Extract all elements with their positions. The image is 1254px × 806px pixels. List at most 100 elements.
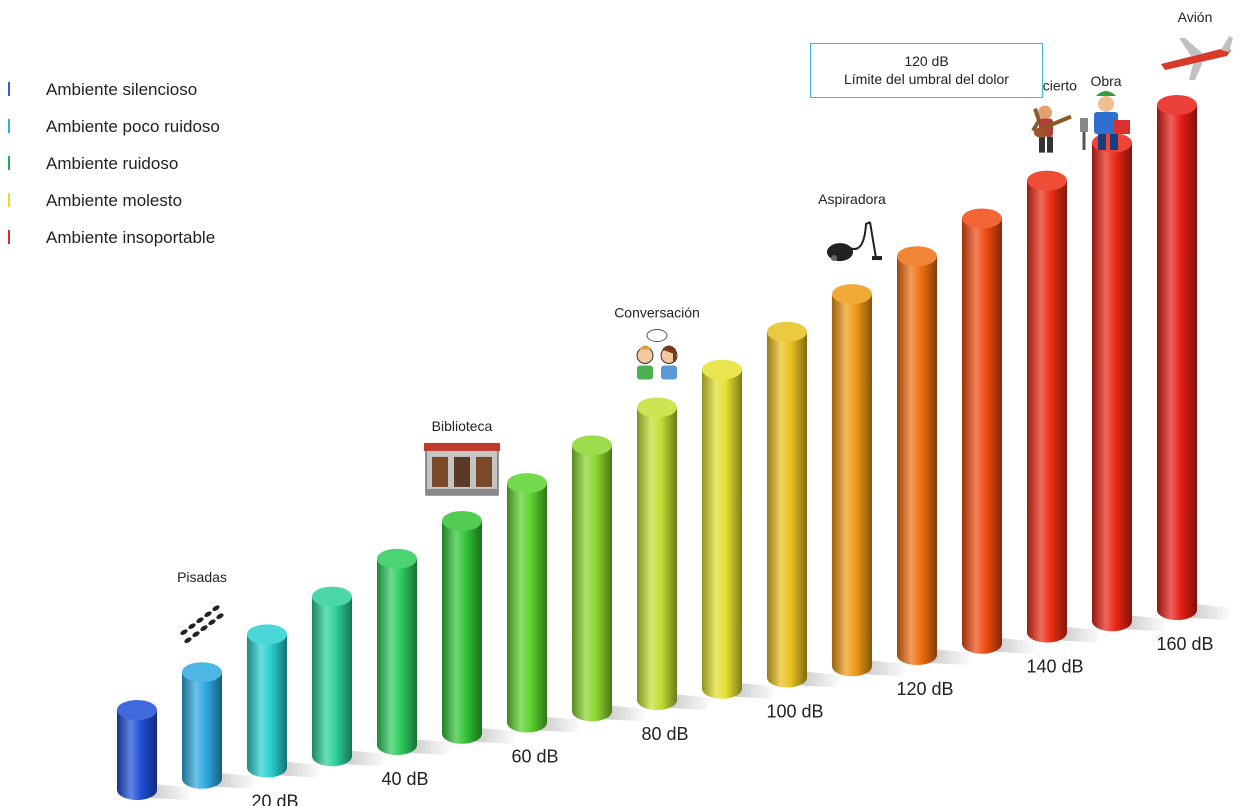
legend-label: Ambiente poco ruidoso — [46, 117, 220, 136]
bar — [832, 284, 873, 677]
annotation-label: Conversación — [614, 305, 700, 321]
bar-shadow — [866, 660, 908, 677]
legend-swatch — [8, 82, 10, 96]
bar-shadow — [1061, 626, 1103, 643]
legend-label: Ambiente silencioso — [46, 80, 198, 99]
bar-body — [637, 407, 677, 710]
bar — [442, 510, 482, 744]
bar-shadow — [151, 784, 193, 800]
bar-body — [962, 218, 1003, 654]
bar-body — [897, 256, 937, 665]
tick-label: 40 dB — [381, 769, 428, 789]
bars — [117, 95, 1197, 800]
bar-cap — [832, 284, 872, 305]
bar-body — [1157, 105, 1197, 620]
bar — [182, 662, 222, 789]
annotation-label: Biblioteca — [432, 418, 493, 434]
tick-label: 120 dB — [896, 679, 953, 699]
bar-cap — [247, 624, 287, 645]
conversation-icon — [636, 329, 678, 380]
bar-cap — [572, 435, 612, 456]
legend-label: Ambiente insoportable — [46, 228, 216, 247]
annotation: Pisadas — [177, 569, 227, 643]
bar — [767, 321, 807, 688]
bar-body — [507, 483, 547, 733]
tick-label: 140 dB — [1026, 657, 1083, 677]
callout-text: Límite del umbral del dolor — [844, 71, 1009, 87]
annotation: Obra — [1080, 73, 1130, 150]
annotation: Aspiradora — [818, 191, 886, 262]
bar-cap — [637, 397, 677, 418]
bar — [702, 359, 742, 699]
bar — [247, 624, 287, 778]
bar-shadow — [931, 649, 973, 665]
bar-cap — [442, 510, 482, 531]
bar-shadow — [411, 739, 453, 755]
bar-body — [377, 558, 417, 755]
bar-body — [1092, 142, 1132, 632]
bar — [637, 397, 677, 710]
bar-shadow — [541, 716, 583, 733]
bar-shadow — [671, 694, 713, 710]
tick-label: 100 dB — [766, 702, 823, 722]
tick-label: 60 dB — [511, 747, 558, 767]
annotation: Avión — [1161, 9, 1233, 80]
annotation-label: Avión — [1178, 9, 1213, 25]
bar-body — [182, 672, 222, 789]
annotation: Biblioteca — [424, 418, 500, 496]
bar — [572, 435, 612, 722]
bar-shadow — [736, 682, 778, 699]
bar-body — [247, 634, 287, 778]
bar — [377, 548, 417, 755]
bar-cap — [1157, 95, 1197, 115]
bar-cap — [702, 359, 742, 380]
bar-shadow — [1126, 615, 1168, 632]
bar-shadow — [801, 671, 843, 688]
footprints-icon — [180, 605, 224, 643]
bar — [962, 208, 1003, 654]
bar — [507, 473, 547, 733]
pain-threshold-callout: 120 dB Límite del umbral del dolor — [810, 43, 1043, 98]
bar-body — [312, 596, 352, 767]
annotations: PisadasBibliotecaConversaciónAspiradoraC… — [177, 9, 1233, 643]
bar-shadow — [216, 772, 258, 789]
legend-swatch — [8, 230, 10, 244]
tick-label: 160 dB — [1156, 634, 1213, 654]
tick-label: 80 dB — [641, 724, 688, 744]
bar — [1092, 132, 1132, 632]
bar-shadow — [281, 761, 323, 778]
bar-cap — [377, 548, 417, 569]
bar — [117, 700, 157, 800]
vacuum-cleaner-icon — [827, 221, 882, 262]
bar-shadow — [606, 705, 648, 722]
bar-cap — [117, 700, 157, 720]
legend-swatch — [8, 156, 10, 170]
bar-body — [572, 445, 612, 722]
tick-label: 20 dB — [251, 792, 298, 806]
legend-swatch — [8, 193, 10, 207]
bar-cap — [767, 321, 807, 342]
bar-cap — [1027, 170, 1067, 191]
legend-label: Ambiente ruidoso — [46, 154, 179, 173]
bar-cap — [312, 586, 352, 607]
bar-shadow — [1191, 604, 1233, 620]
bar-body — [832, 294, 873, 677]
legend-label: Ambiente molesto — [46, 191, 183, 210]
bar — [1027, 170, 1067, 643]
bar-body — [117, 710, 157, 800]
bar-cap — [897, 246, 937, 267]
legend-swatch — [8, 119, 10, 133]
bar-body — [767, 331, 807, 688]
bar-cap — [182, 662, 222, 683]
annotation: Conversación — [614, 305, 700, 380]
bar-shadow — [346, 750, 388, 767]
annotation-label: Pisadas — [177, 569, 227, 585]
airplane-icon — [1161, 36, 1233, 80]
annotation-label: Aspiradora — [818, 191, 886, 207]
bar — [312, 586, 352, 767]
bar-body — [442, 520, 482, 744]
bar-shadow — [996, 637, 1038, 654]
bar-shadow — [476, 727, 518, 744]
